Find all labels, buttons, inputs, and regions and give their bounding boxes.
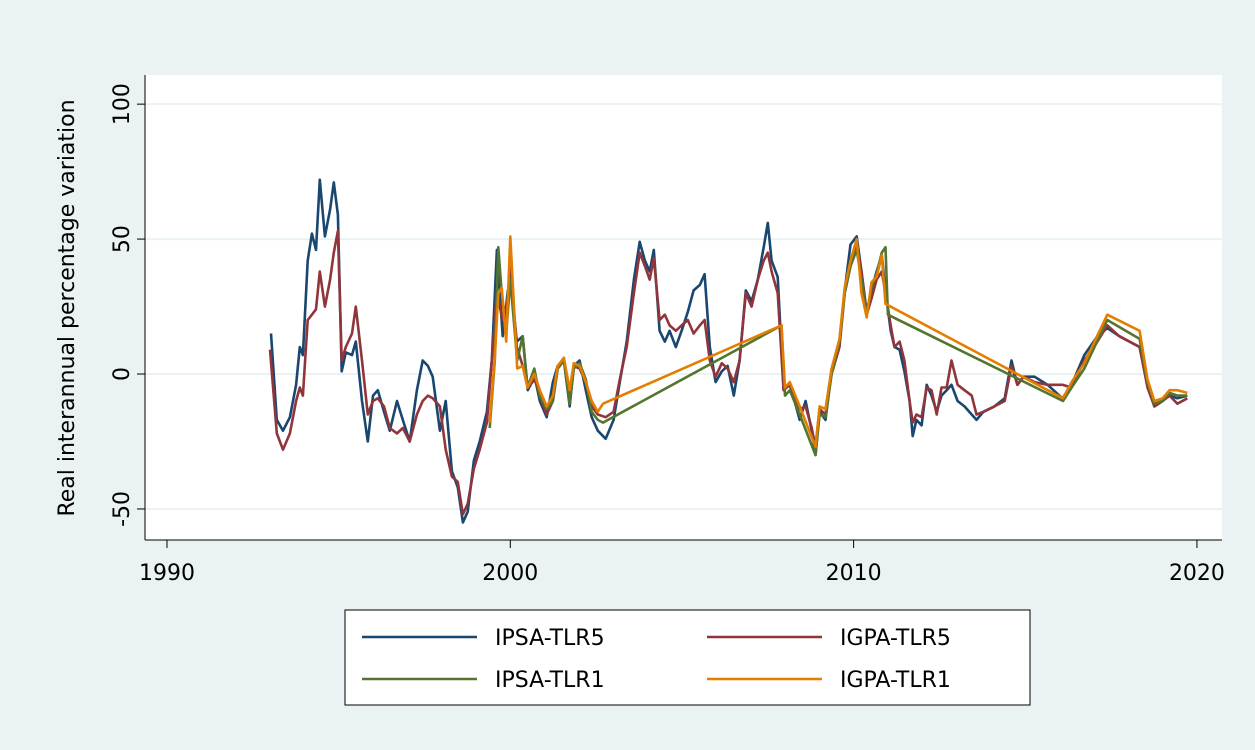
x-tick-label: 2010 [826, 561, 882, 586]
legend-label: IPSA-TLR5 [495, 626, 605, 651]
y-tick-label: 50 [110, 225, 135, 253]
y-axis-label: Real interannual percentage variation [55, 99, 80, 516]
x-tick-label: 2020 [1169, 561, 1225, 586]
x-tick-label: 1990 [139, 561, 195, 586]
legend-label: IPSA-TLR1 [495, 668, 605, 693]
series-line [269, 178, 1188, 524]
series-line [268, 229, 1188, 516]
y-tick-label: -50 [110, 491, 135, 527]
x-tick-label: 2000 [482, 561, 538, 586]
y-tick-label: 0 [110, 367, 135, 381]
y-tick-label: 100 [110, 83, 135, 125]
legend-label: IGPA-TLR1 [840, 668, 951, 693]
legend [344, 609, 1031, 706]
series-line [488, 235, 1188, 449]
legend-label: IGPA-TLR5 [840, 626, 951, 651]
